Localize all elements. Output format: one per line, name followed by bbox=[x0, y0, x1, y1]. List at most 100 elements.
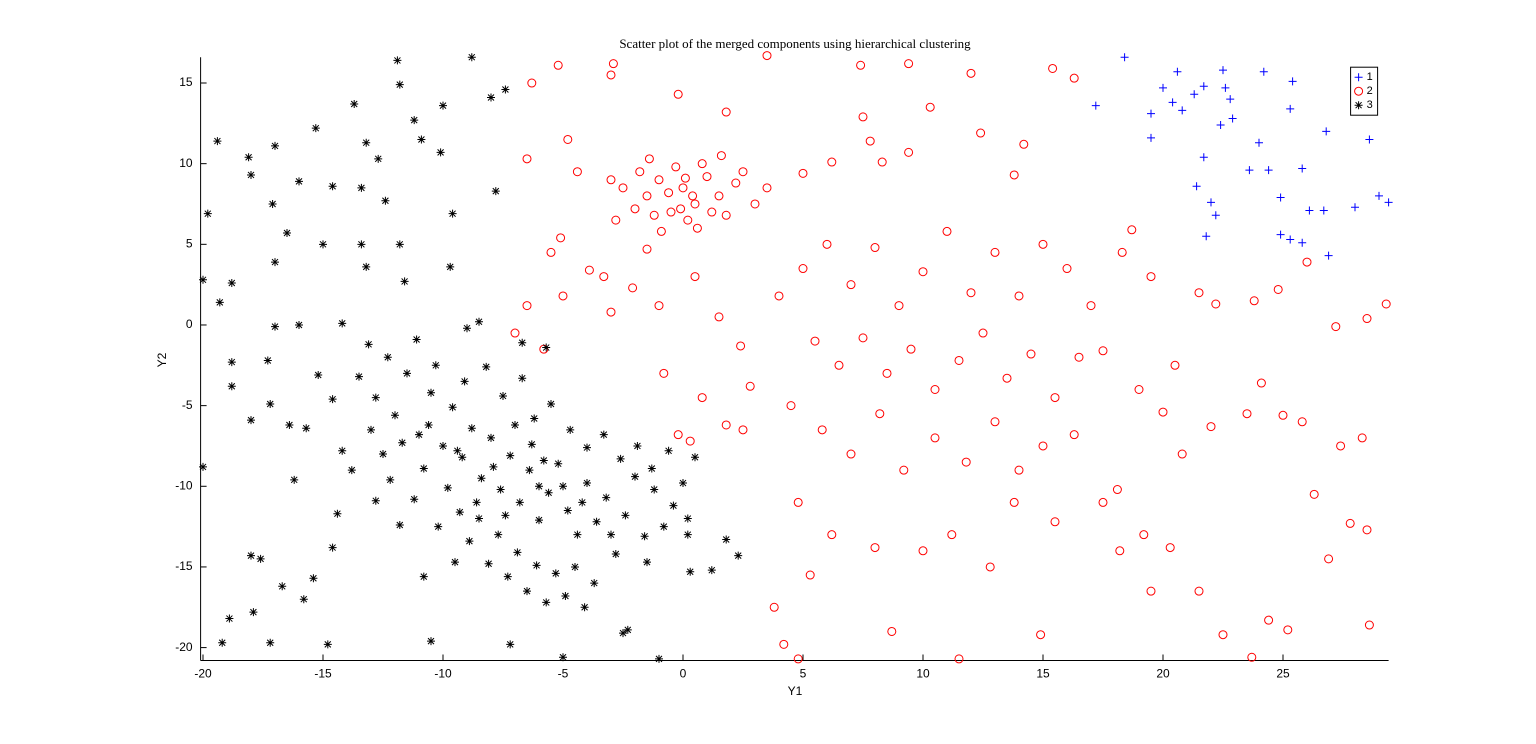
point bbox=[199, 462, 207, 471]
point bbox=[774, 291, 784, 301]
point bbox=[225, 614, 234, 623]
point bbox=[966, 288, 976, 298]
point bbox=[769, 602, 779, 612]
point bbox=[805, 570, 815, 580]
y-tick-label: 5 bbox=[186, 236, 193, 250]
point bbox=[496, 485, 505, 494]
point bbox=[1173, 67, 1182, 76]
point bbox=[487, 433, 495, 442]
point bbox=[573, 530, 582, 539]
point bbox=[683, 215, 693, 225]
point bbox=[451, 558, 459, 567]
point bbox=[683, 530, 692, 539]
point bbox=[510, 328, 520, 338]
point bbox=[673, 430, 683, 440]
point bbox=[887, 626, 897, 636]
point bbox=[379, 450, 387, 459]
point bbox=[899, 465, 909, 475]
point bbox=[458, 453, 467, 462]
point bbox=[1074, 352, 1084, 362]
point bbox=[602, 493, 611, 502]
point bbox=[256, 554, 265, 563]
point bbox=[1207, 198, 1215, 207]
point bbox=[499, 391, 507, 400]
point bbox=[633, 441, 642, 450]
point bbox=[1331, 322, 1341, 332]
point bbox=[362, 138, 371, 147]
point bbox=[465, 537, 474, 546]
point bbox=[578, 498, 587, 507]
point bbox=[266, 400, 275, 409]
y-tick-label: 0 bbox=[186, 317, 193, 331]
point bbox=[513, 548, 522, 557]
point bbox=[518, 374, 527, 383]
point bbox=[858, 333, 868, 343]
point bbox=[386, 475, 395, 484]
point bbox=[584, 265, 594, 275]
point bbox=[247, 170, 255, 179]
point bbox=[692, 223, 702, 233]
point bbox=[654, 175, 664, 185]
point bbox=[515, 498, 524, 507]
point bbox=[482, 362, 491, 371]
point bbox=[563, 134, 573, 144]
point bbox=[434, 522, 443, 531]
point bbox=[427, 637, 435, 646]
point bbox=[714, 312, 724, 322]
point bbox=[1216, 120, 1225, 129]
y-tick-label: -5 bbox=[182, 398, 193, 412]
point bbox=[487, 93, 495, 102]
point bbox=[659, 368, 669, 378]
point bbox=[299, 595, 308, 604]
point bbox=[467, 424, 476, 433]
point bbox=[647, 464, 656, 473]
point bbox=[930, 433, 940, 443]
point bbox=[357, 240, 366, 249]
point bbox=[779, 639, 789, 649]
point bbox=[1302, 257, 1312, 267]
point bbox=[1134, 384, 1144, 394]
point bbox=[1336, 441, 1346, 451]
point bbox=[817, 425, 827, 435]
point bbox=[1255, 138, 1263, 147]
point bbox=[395, 520, 404, 529]
point bbox=[295, 177, 303, 186]
point bbox=[532, 561, 541, 570]
point bbox=[827, 530, 837, 540]
point bbox=[1324, 251, 1333, 260]
point bbox=[822, 239, 832, 249]
point bbox=[1324, 554, 1334, 564]
point bbox=[551, 569, 560, 578]
point bbox=[436, 148, 445, 157]
point bbox=[475, 317, 483, 326]
point bbox=[1194, 586, 1204, 596]
point bbox=[1009, 170, 1019, 180]
point bbox=[942, 226, 952, 236]
point bbox=[643, 558, 651, 567]
point bbox=[642, 191, 652, 201]
point bbox=[731, 178, 741, 188]
point bbox=[686, 567, 695, 576]
point bbox=[1211, 211, 1220, 220]
point bbox=[535, 482, 543, 491]
point bbox=[364, 340, 373, 349]
point bbox=[328, 543, 337, 552]
point bbox=[655, 654, 663, 663]
point bbox=[403, 369, 411, 378]
point bbox=[1273, 284, 1283, 294]
point bbox=[283, 229, 291, 238]
point bbox=[1050, 393, 1060, 403]
point bbox=[734, 551, 743, 560]
point bbox=[1305, 206, 1314, 215]
point bbox=[1127, 225, 1137, 235]
point bbox=[985, 562, 995, 572]
point bbox=[707, 566, 716, 575]
point bbox=[697, 393, 707, 403]
point bbox=[1264, 166, 1273, 175]
legend-label: 3 bbox=[1367, 99, 1373, 111]
point bbox=[1375, 191, 1383, 200]
point bbox=[400, 277, 409, 286]
point bbox=[894, 301, 904, 311]
point bbox=[680, 173, 690, 183]
